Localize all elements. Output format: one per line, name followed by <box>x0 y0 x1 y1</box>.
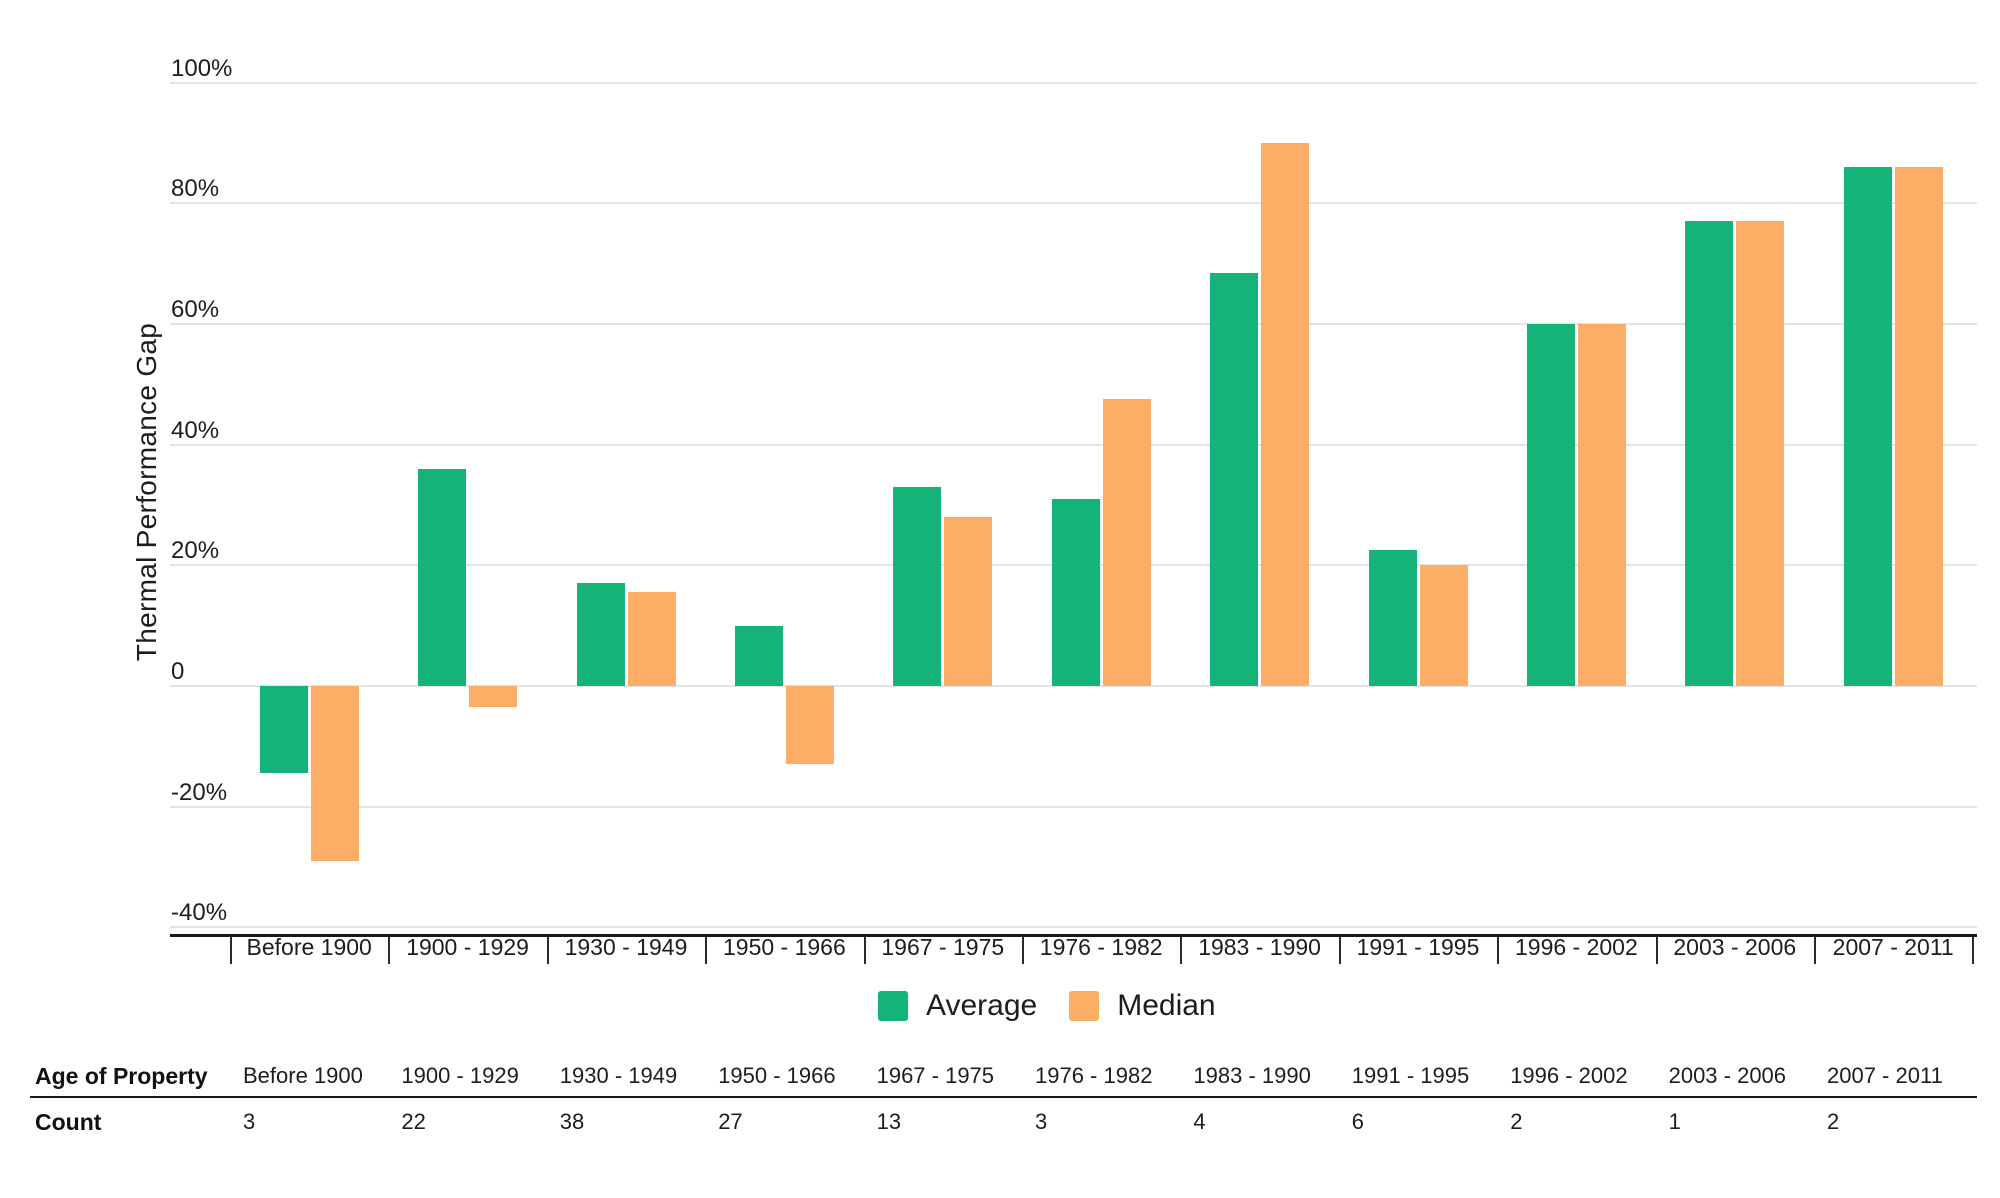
x-axis-tick-5 <box>1022 936 1024 964</box>
gridline-neg40 <box>170 926 1977 929</box>
x-axis-tick-3 <box>705 936 708 964</box>
x-category-label-2003-2006: 2003 - 2006 <box>1673 934 1797 960</box>
bar-median-1996-2002 <box>1577 324 1626 686</box>
table-cell-age-of-property-8: 1996 - 2002 <box>1510 1063 1628 1088</box>
gridline-40 <box>170 443 1977 446</box>
table-cell-count-6: 4 <box>1193 1109 1206 1134</box>
bar-median-2007-2011 <box>1894 167 1943 686</box>
x-axis-tick-0 <box>230 936 232 964</box>
y-axis-title: Thermal Performance Gap <box>131 322 162 662</box>
legend-swatch-average <box>878 991 908 1021</box>
table-cell-age-of-property-4: 1967 - 1975 <box>876 1063 995 1088</box>
table-cell-age-of-property-7: 1991 - 1995 <box>1351 1063 1470 1088</box>
x-category-label-1983-1990: 1983 - 1990 <box>1198 934 1321 960</box>
bar-median-2003-2006 <box>1736 221 1785 686</box>
gridline-0 <box>170 685 1977 687</box>
bar-average-1996-2002 <box>1526 324 1575 686</box>
table-cell-count-3: 27 <box>718 1109 743 1134</box>
y-tick-label-60: 60% <box>171 296 220 323</box>
x-category-label-1996-2002: 1996 - 2002 <box>1514 934 1638 960</box>
table-cell-count-0: 3 <box>243 1109 256 1134</box>
table-cell-count-9: 1 <box>1668 1109 1681 1134</box>
bar-median-1991-1995 <box>1419 565 1468 686</box>
x-category-label-1950-1966: 1950 - 1966 <box>722 934 846 960</box>
x-axis-tick-1 <box>388 936 391 964</box>
x-category-label-before-1900: Before 1900 <box>246 934 372 960</box>
x-category-label-2007-2011: 2007 - 2011 <box>1832 934 1954 960</box>
y-tick-label-40: 40% <box>171 416 220 444</box>
x-axis-tick-6 <box>1180 936 1183 964</box>
legend-label-average: Average <box>926 989 1038 1022</box>
table-row-header-count: Count <box>35 1109 102 1135</box>
table-cell-age-of-property-5: 1976 - 1982 <box>1035 1063 1153 1088</box>
bar-average-2003-2006 <box>1685 221 1734 686</box>
x-axis-tick-11 <box>1972 936 1975 964</box>
x-axis-tick-10 <box>1814 936 1816 964</box>
gridline-100 <box>170 81 1977 84</box>
x-category-label-1900-1929: 1900 - 1929 <box>406 934 529 960</box>
x-axis-tick-4 <box>863 936 866 964</box>
bar-median-1983-1990 <box>1261 143 1310 686</box>
y-tick-label-100: 100% <box>171 54 233 82</box>
table-cell-age-of-property-2: 1930 - 1949 <box>559 1063 678 1088</box>
bar-average-2007-2011 <box>1843 167 1892 686</box>
bar-average-1950-1966 <box>734 625 783 686</box>
legend-item-average: Average <box>878 991 1037 1021</box>
y-tick-label-80: 80% <box>171 175 220 203</box>
gridline-neg20 <box>170 805 1977 808</box>
x-category-label-1930-1949: 1930 - 1949 <box>564 934 688 960</box>
x-axis-tick-2 <box>546 936 549 964</box>
gridline-60 <box>170 323 1977 325</box>
table-cell-age-of-property-0: Before 1900 <box>243 1063 363 1088</box>
table-cell-count-1: 22 <box>401 1109 426 1134</box>
y-tick-label-20: 20% <box>171 537 220 565</box>
table-cell-count-2: 38 <box>559 1109 585 1134</box>
x-axis-line <box>170 933 1977 937</box>
x-axis-tick-7 <box>1338 936 1341 964</box>
table-cell-age-of-property-10: 2007 - 2011 <box>1827 1063 1943 1088</box>
legend: Average Median <box>878 991 1216 1021</box>
bar-median-1950-1966 <box>785 686 834 765</box>
bar-average-1983-1990 <box>1210 272 1259 686</box>
table-divider <box>30 1096 1977 1098</box>
table-cell-age-of-property-1: 1900 - 1929 <box>401 1063 519 1088</box>
legend-item-median: Median <box>1069 989 1216 1022</box>
bar-median-before-1900 <box>310 686 359 861</box>
table-row-header-age-of-property: Age of Property <box>35 1063 208 1089</box>
bar-average-1976-1982 <box>1051 498 1100 686</box>
x-category-label-1991-1995: 1991 - 1995 <box>1356 934 1480 960</box>
table-cell-count-10: 2 <box>1827 1109 1840 1134</box>
y-tick-label-0: 0 <box>171 658 185 685</box>
bar-average-1991-1995 <box>1368 550 1417 686</box>
table-cell-age-of-property-9: 2003 - 2006 <box>1668 1063 1787 1088</box>
table-cell-age-of-property-3: 1950 - 1966 <box>718 1063 836 1088</box>
y-tick-label-neg40: -40% <box>171 899 228 927</box>
bar-median-1976-1982 <box>1102 399 1151 686</box>
bar-median-1967-1975 <box>944 517 993 686</box>
x-axis-tick-8 <box>1497 936 1500 964</box>
table-cell-count-5: 3 <box>1035 1109 1048 1134</box>
bar-median-1900-1929 <box>469 686 518 708</box>
bar-average-1930-1949 <box>576 583 625 686</box>
bar-average-1967-1975 <box>893 486 942 686</box>
bar-average-before-1900 <box>259 686 308 774</box>
x-category-label-1976-1982: 1976 - 1982 <box>1039 934 1163 960</box>
gridline-80 <box>170 202 1977 205</box>
table-cell-count-8: 2 <box>1510 1109 1523 1134</box>
bar-median-1930-1949 <box>627 592 676 686</box>
y-tick-label-neg20: -20% <box>171 778 228 806</box>
x-axis-tick-9 <box>1655 936 1658 964</box>
legend-swatch-median <box>1069 991 1100 1021</box>
bar-average-1900-1929 <box>418 468 467 686</box>
legend-label-median: Median <box>1117 989 1216 1022</box>
table-cell-count-7: 6 <box>1351 1109 1365 1134</box>
x-category-label-1967-1975: 1967 - 1975 <box>881 934 1005 960</box>
table-cell-age-of-property-6: 1983 - 1990 <box>1193 1063 1311 1088</box>
table-cell-count-4: 13 <box>876 1109 902 1134</box>
